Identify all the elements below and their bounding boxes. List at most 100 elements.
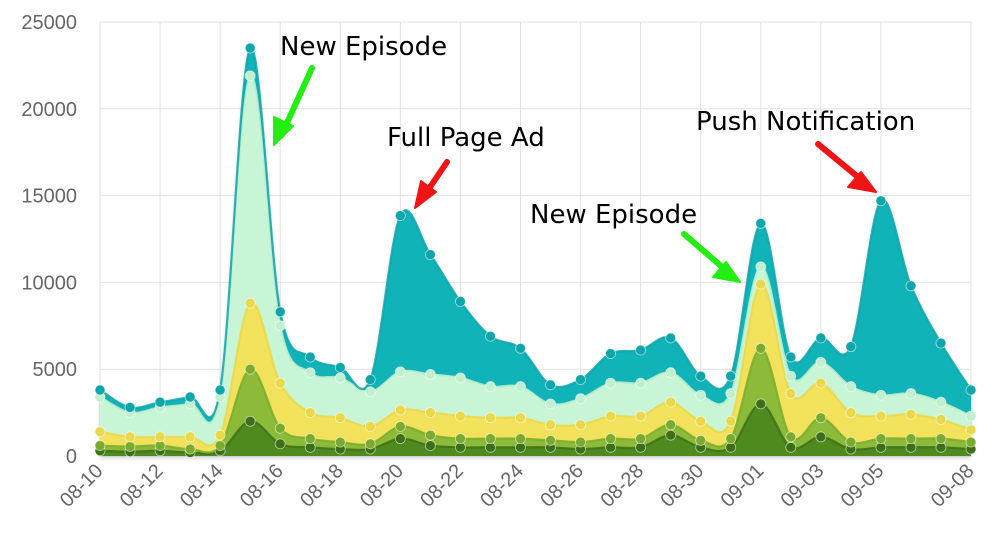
data-point-s5-08-21 [424,249,436,261]
data-point-s5-08-29 [665,332,677,344]
data-point-s2-09-01 [755,342,767,354]
y-tick-label: 10000 [21,272,77,294]
data-point-s3-08-20 [394,404,406,416]
data-point-s3-09-07 [935,414,947,425]
data-point-s1-09-02 [785,441,797,453]
data-point-s3-08-23 [485,412,496,424]
data-point-s3-09-08 [965,424,977,436]
annotation-new-episode-2: New Episode [530,200,741,283]
data-point-s1-09-01 [755,398,767,410]
x-tick-label: 09-05 [837,460,889,512]
data-point-s1-09-03 [815,431,827,443]
data-point-s3-08-19 [364,421,376,432]
data-point-s5-09-02 [785,351,797,363]
data-point-s3-08-12 [154,431,166,443]
data-point-s3-08-25 [545,419,556,431]
data-point-s5-09-03 [815,332,827,344]
data-point-s5-08-11 [124,401,136,413]
annotations: New Episode Full Page Ad New Episode Pus… [273,32,915,283]
data-point-s4-09-06 [905,388,917,399]
annotation-push-notification: Push Notification [696,107,915,193]
data-point-s2-09-07 [935,433,947,445]
data-point-s5-08-14 [214,384,226,396]
data-point-s4-08-29 [665,367,677,379]
data-point-s5-08-25 [545,379,556,391]
data-point-s5-08-10 [94,384,106,396]
annotation-label-push-notification: Push Notification [696,107,915,137]
data-point-s5-08-20 [394,210,406,221]
data-point-s1-08-20 [394,433,406,445]
data-point-s4-08-19 [364,386,376,398]
y-axis-ticks: 0 5000 10000 15000 20000 25000 [21,12,77,468]
data-point-s3-08-31 [725,415,737,427]
data-point-s5-09-07 [935,337,947,349]
data-point-s4-08-21 [424,369,436,380]
data-point-s2-08-21 [424,429,436,441]
annotation-full-page-ad: Full Page Ad [387,123,545,209]
data-point-s3-08-10 [94,426,106,438]
data-point-s5-08-18 [334,362,346,373]
data-point-s2-09-05 [875,433,887,445]
data-point-s4-08-27 [605,377,616,389]
x-tick-label: 08-28 [596,460,648,512]
data-point-s5-08-26 [575,374,586,386]
data-points [94,42,977,458]
data-point-s3-09-01 [755,278,767,290]
x-tick-label: 08-10 [56,460,108,512]
x-tick-label: 09-03 [777,460,829,512]
data-point-s2-09-02 [785,431,797,443]
x-tick-label: 08-24 [476,460,528,512]
data-point-s5-09-01 [755,217,767,229]
annotation-arrow-new-episode-2 [681,231,731,275]
data-point-s4-08-23 [485,381,496,392]
data-point-s2-08-16 [274,422,286,434]
data-point-s5-08-27 [605,348,616,359]
data-point-s4-09-02 [785,370,797,382]
data-point-s3-09-05 [875,410,887,422]
data-point-s5-08-22 [455,296,466,307]
data-point-s3-08-24 [515,412,526,424]
x-tick-label: 08-30 [656,460,708,512]
data-point-s5-08-12 [154,396,166,408]
data-point-s3-08-15 [244,297,256,309]
x-tick-label: 08-12 [116,460,168,512]
annotation-arrowhead-new-episode-1 [273,116,294,146]
data-point-s3-08-22 [455,410,466,422]
x-tick-label: 08-26 [536,460,588,512]
data-point-s3-08-18 [334,412,346,424]
data-point-s2-08-25 [545,434,556,446]
data-point-s3-08-29 [665,396,677,408]
data-point-s5-08-30 [695,370,707,382]
data-point-s2-08-31 [725,433,737,445]
data-point-s3-08-14 [214,429,226,441]
data-point-s4-09-03 [815,356,827,368]
data-point-s2-09-06 [905,433,917,445]
data-point-s5-08-17 [304,351,316,363]
x-tick-label: 08-20 [356,460,408,512]
annotation-label-new-episode-1: New Episode [280,32,447,62]
data-point-s3-09-02 [785,388,797,399]
data-point-s3-08-17 [304,407,316,419]
data-point-s5-09-04 [845,341,857,353]
data-point-s2-08-28 [635,433,647,445]
data-point-s2-08-19 [364,438,376,450]
data-point-s4-08-22 [455,372,466,384]
x-tick-label: 08-18 [296,460,348,512]
data-point-s2-08-24 [515,433,526,445]
data-point-s4-09-04 [845,381,857,392]
data-point-s3-08-30 [695,415,707,427]
data-point-s5-08-23 [485,330,496,342]
data-point-s3-08-26 [575,419,586,431]
data-point-s5-08-28 [635,344,647,356]
x-tick-label: 08-16 [236,460,288,512]
data-point-s4-08-25 [545,398,556,410]
data-point-s2-08-14 [214,440,226,451]
data-point-s1-08-29 [665,429,677,441]
data-point-s3-08-27 [605,410,616,422]
annotation-arrowhead-push-notification [847,171,877,193]
data-point-s5-09-08 [965,384,977,396]
data-point-s2-08-11 [124,441,136,452]
series-areas [100,47,971,458]
data-point-s4-08-31 [725,388,737,399]
data-point-s3-08-11 [124,431,136,443]
